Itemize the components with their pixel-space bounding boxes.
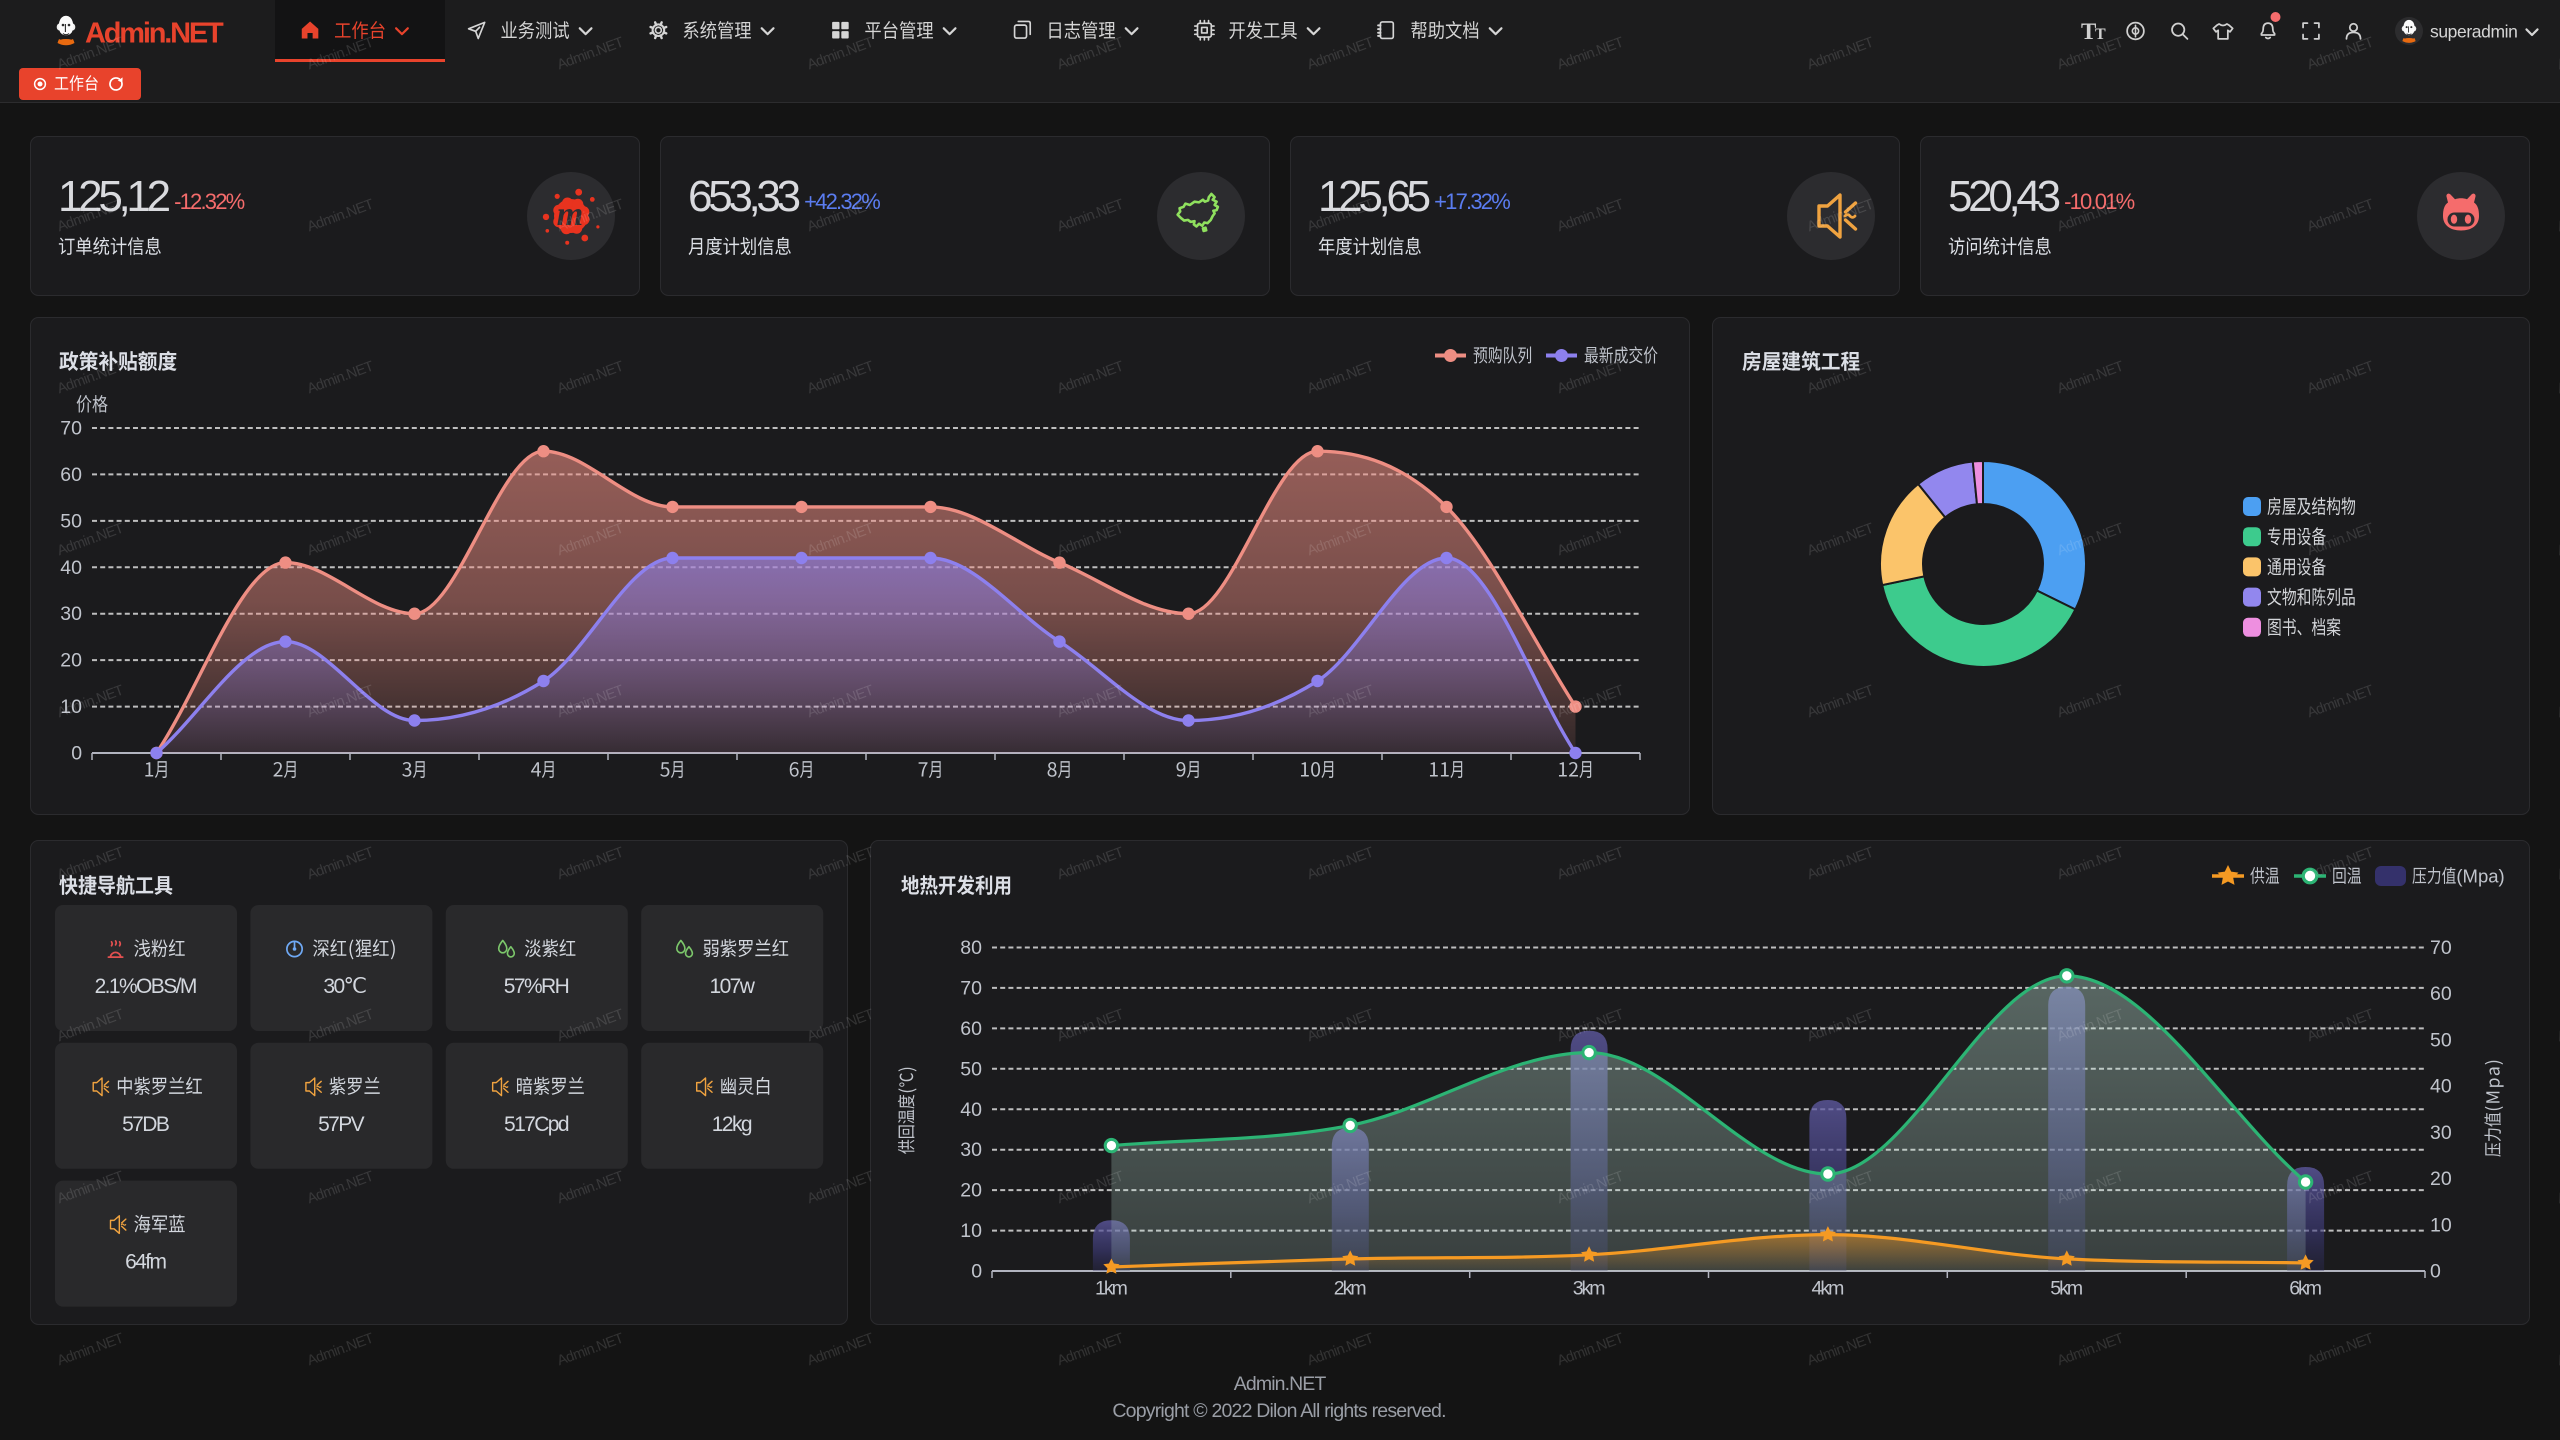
svg-text:50: 50 xyxy=(2430,1029,2452,1051)
svg-text:Copyright © 2022 Dilon All rig: Copyright © 2022 Dilon All rights reserv… xyxy=(1112,1400,1445,1422)
svg-text:20: 20 xyxy=(2430,1168,2452,1190)
svg-text:30: 30 xyxy=(960,1139,982,1161)
svg-text:6km: 6km xyxy=(2289,1278,2321,1300)
svg-text:30: 30 xyxy=(60,603,82,625)
svg-text:T: T xyxy=(2095,26,2106,43)
svg-text:5km: 5km xyxy=(2050,1278,2082,1300)
svg-text:20: 20 xyxy=(60,650,82,672)
svg-text:m: m xyxy=(557,196,583,233)
svg-text:2km: 2km xyxy=(1334,1278,1366,1300)
svg-text:60: 60 xyxy=(960,1018,982,1040)
svg-text:Admin.NET: Admin.NET xyxy=(85,18,224,50)
svg-text:T: T xyxy=(2081,19,2096,44)
svg-text:10: 10 xyxy=(60,696,82,718)
svg-text:0: 0 xyxy=(2430,1261,2441,1283)
svg-text:-12.32%: -12.32% xyxy=(174,189,245,214)
svg-text:-10.01%: -10.01% xyxy=(2064,189,2135,214)
svg-text:+42.32%: +42.32% xyxy=(804,189,880,214)
svg-text:20: 20 xyxy=(960,1180,982,1202)
svg-text:10: 10 xyxy=(960,1220,982,1242)
svg-text:70: 70 xyxy=(2430,937,2452,959)
svg-text:57PV: 57PV xyxy=(318,1113,365,1136)
svg-text:40: 40 xyxy=(60,557,82,579)
svg-text:4km: 4km xyxy=(1812,1278,1844,1300)
svg-text:653,33: 653,33 xyxy=(688,172,800,221)
svg-text:125,65: 125,65 xyxy=(1318,172,1430,221)
svg-text:10: 10 xyxy=(2430,1214,2452,1236)
svg-text:57%RH: 57%RH xyxy=(504,975,569,998)
svg-text:80: 80 xyxy=(960,937,982,959)
svg-text:2.1%OBS/M: 2.1%OBS/M xyxy=(95,975,196,998)
svg-text:107w: 107w xyxy=(710,975,756,998)
svg-text:50: 50 xyxy=(960,1058,982,1080)
svg-text:(Mpa): (Mpa) xyxy=(2456,866,2504,887)
svg-text:60: 60 xyxy=(2430,983,2452,1005)
svg-text:64fm: 64fm xyxy=(125,1251,166,1274)
svg-text:+17.32%: +17.32% xyxy=(1434,189,1510,214)
svg-text:40: 40 xyxy=(960,1099,982,1121)
svg-text:70: 70 xyxy=(60,417,82,439)
svg-text:60: 60 xyxy=(60,464,82,486)
svg-text:517Cpd: 517Cpd xyxy=(504,1113,569,1136)
svg-text:Admin.NET: Admin.NET xyxy=(1234,1373,1327,1395)
svg-text:superadmin: superadmin xyxy=(2430,22,2517,42)
svg-text:0: 0 xyxy=(71,743,82,765)
svg-text:0: 0 xyxy=(971,1261,982,1283)
svg-text:30℃: 30℃ xyxy=(323,975,366,998)
svg-text:520,43: 520,43 xyxy=(1948,172,2060,221)
svg-text:1km: 1km xyxy=(1095,1278,1127,1300)
svg-text:40: 40 xyxy=(2430,1076,2452,1098)
svg-text:12kg: 12kg xyxy=(712,1113,752,1136)
svg-text:30: 30 xyxy=(2430,1122,2452,1144)
svg-text:3km: 3km xyxy=(1573,1278,1605,1300)
svg-text:57DB: 57DB xyxy=(122,1113,169,1136)
svg-text:70: 70 xyxy=(960,977,982,999)
svg-text:50: 50 xyxy=(60,510,82,532)
svg-text:125,12: 125,12 xyxy=(58,172,170,221)
